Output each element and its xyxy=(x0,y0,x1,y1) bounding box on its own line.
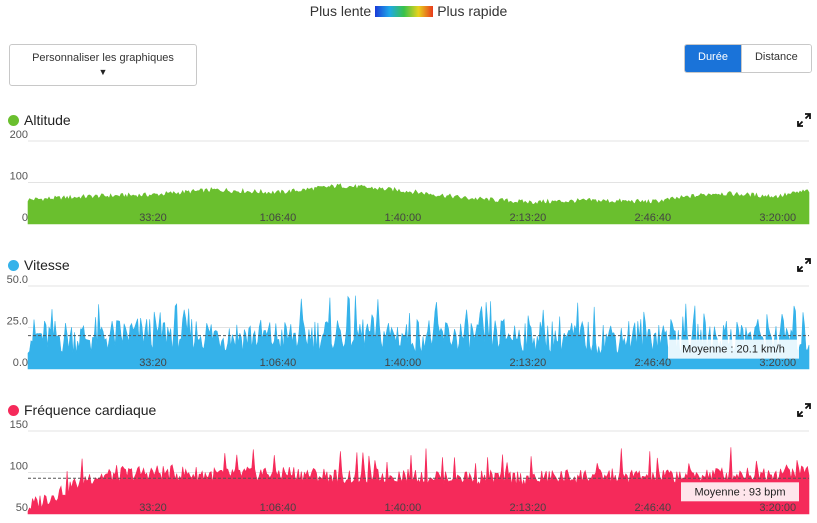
altitude-chart: 200 100 0 33:20 1:06:40 1:40:00 2:13:20 2:46:40… xyxy=(10,129,810,225)
legend-fast-label: Plus rapide xyxy=(437,3,508,19)
customize-charts-button[interactable]: Personnaliser les graphiques ▼ xyxy=(9,44,197,86)
x-tick-label: 2:13:20 xyxy=(509,357,546,369)
x-tick-label: 2:46:40 xyxy=(634,502,671,514)
x-tick-label: 1:06:40 xyxy=(260,502,297,514)
x-tick-label: 1:40:00 xyxy=(385,357,422,369)
x-tick-label: 33:20 xyxy=(139,357,167,369)
x-tick-label: 1:06:40 xyxy=(260,357,297,369)
customize-charts-label: Personnaliser les graphiques xyxy=(32,52,174,64)
speed-chart-title: Vitesse xyxy=(8,257,70,273)
speed-color-legend: Plus lente Plus rapide xyxy=(0,3,817,19)
y-tick-label: 0 xyxy=(22,212,28,224)
series-area xyxy=(27,447,810,515)
speed-chart: 50.0 25.0 0.0 33:20 1:06:40 1:40:00 2:13:20 2:4… xyxy=(7,274,810,370)
x-tick-label: 3:20:00 xyxy=(759,212,796,224)
x-tick-label: 33:20 xyxy=(139,502,167,514)
legend-slow-label: Plus lente xyxy=(309,3,372,19)
speed-dot-icon xyxy=(8,260,19,271)
speed-title-text: Vitesse xyxy=(24,257,70,273)
altitude-expand-icon[interactable] xyxy=(797,113,811,127)
x-tick-label: 3:20:00 xyxy=(759,502,796,514)
x-tick-label: 2:13:20 xyxy=(509,502,546,514)
series-area xyxy=(27,183,810,225)
y-tick-label: 150 xyxy=(10,419,28,431)
x-tick-label: 33:20 xyxy=(139,212,167,224)
speed-gradient-bar xyxy=(375,6,434,17)
heart-rate-title-text: Fréquence cardiaque xyxy=(24,402,157,418)
x-tick-label: 2:46:40 xyxy=(634,212,671,224)
x-tick-label: 1:06:40 xyxy=(260,212,297,224)
heart-rate-expand-icon[interactable] xyxy=(797,403,811,417)
caret-down-icon: ▼ xyxy=(98,67,108,77)
y-tick-label: 100 xyxy=(10,461,28,473)
speed-expand-icon[interactable] xyxy=(797,258,811,272)
average-label-box xyxy=(668,339,799,359)
y-tick-label: 25.0 xyxy=(7,316,28,328)
x-tick-label: 1:40:00 xyxy=(385,212,422,224)
altitude-dot-icon xyxy=(8,115,19,126)
y-tick-label: 200 xyxy=(10,129,28,141)
heart-rate-chart-title: Fréquence cardiaque xyxy=(8,402,156,418)
toggle-distance-button[interactable]: Distance xyxy=(740,45,811,72)
altitude-chart-title: Altitude xyxy=(8,112,71,128)
toggle-duration-button[interactable]: Durée xyxy=(685,45,741,72)
heart-rate-chart: 150 100 50 33:20 1:06:40 1:40:00 2:13:20 2:46:4… xyxy=(10,419,810,515)
y-tick-label: 50.0 xyxy=(7,274,28,286)
x-tick-label: 3:20:00 xyxy=(759,357,796,369)
y-tick-label: 100 xyxy=(10,171,28,183)
x-tick-label: 2:46:40 xyxy=(634,357,671,369)
average-label: Moyenne : 20.1 km/h xyxy=(682,344,785,356)
average-label-box xyxy=(681,482,799,502)
heart-rate-dot-icon xyxy=(8,405,19,416)
y-tick-label: 0.0 xyxy=(13,357,28,369)
x-tick-label: 2:13:20 xyxy=(509,212,546,224)
average-label: Moyenne : 93 bpm xyxy=(694,486,785,498)
y-tick-label: 50 xyxy=(16,502,28,514)
axis-mode-toggle[interactable]: Durée Distance xyxy=(684,44,812,73)
x-tick-label: 1:40:00 xyxy=(385,502,422,514)
altitude-title-text: Altitude xyxy=(24,112,71,128)
